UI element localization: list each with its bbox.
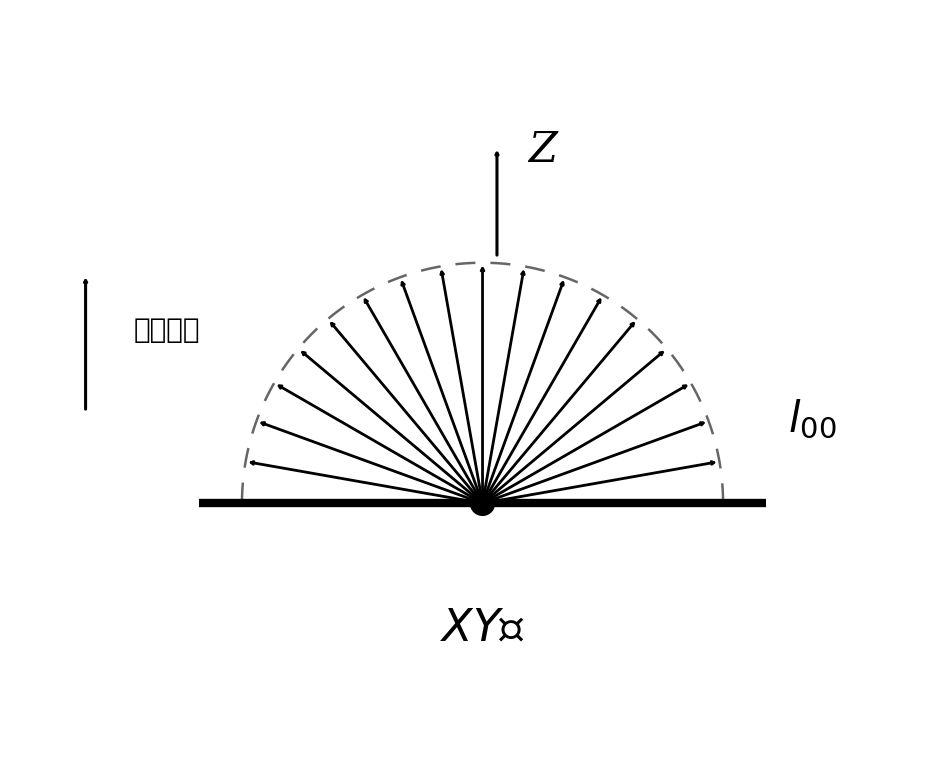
Text: 传输方向: 传输方向 <box>134 316 200 344</box>
Text: $XY$面: $XY$面 <box>440 607 525 650</box>
Circle shape <box>470 491 495 516</box>
Text: Z: Z <box>528 129 557 171</box>
Text: $l_{00}$: $l_{00}$ <box>788 398 837 440</box>
